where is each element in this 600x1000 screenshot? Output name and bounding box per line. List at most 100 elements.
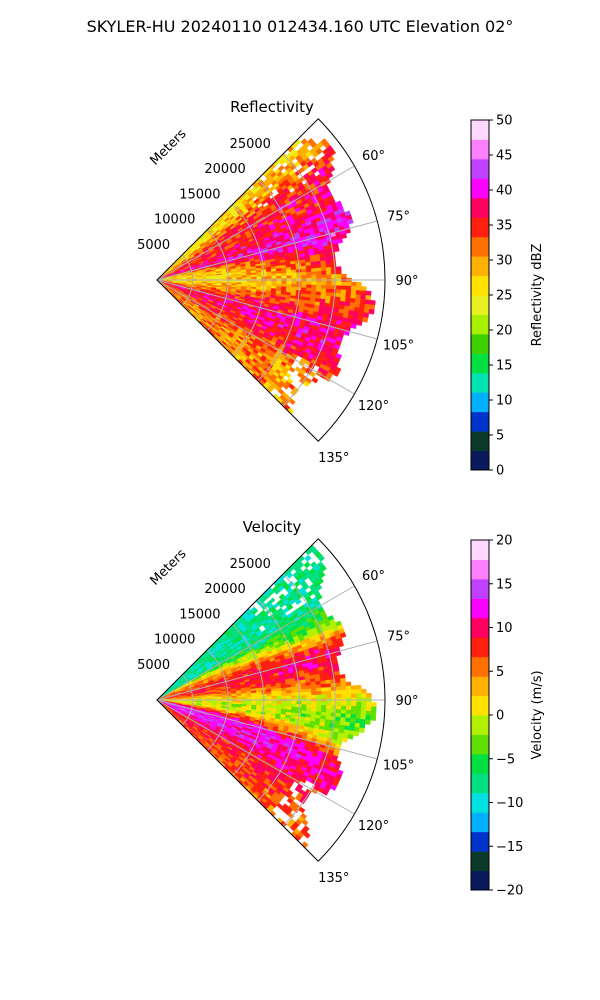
- radar-cell: [325, 708, 332, 714]
- radar-cell: [336, 285, 342, 290]
- radar-cell: [340, 233, 348, 239]
- colorbar-label: Reflectivity dBZ: [530, 244, 545, 347]
- radar-cell: [326, 171, 334, 179]
- radar-cell: [360, 706, 367, 712]
- radar-cell: [316, 704, 322, 709]
- radar-cell: [356, 701, 362, 707]
- radar-cell: [291, 272, 297, 277]
- radar-cell: [340, 293, 347, 299]
- radar-cell: [286, 281, 292, 285]
- radar-cell: [311, 376, 319, 384]
- radar-cell: [326, 281, 332, 286]
- radar-cell: [306, 701, 312, 706]
- radar-field: [156, 137, 376, 415]
- radar-cell: [306, 281, 312, 286]
- colorbar-tick-label: 35: [496, 219, 513, 234]
- radar-cell: [306, 694, 312, 699]
- radar-cell: [251, 280, 257, 284]
- radar-cell: [316, 691, 322, 696]
- radar-cell: [241, 700, 248, 704]
- radar-cell: [355, 294, 362, 300]
- radar-cell: [271, 275, 277, 280]
- radar-cell: [311, 701, 317, 706]
- radar-cell: [365, 710, 372, 716]
- radar-cell: [340, 681, 347, 687]
- radar-cell: [346, 689, 352, 695]
- radar-cell: [310, 681, 317, 686]
- radar-cell: [341, 285, 347, 291]
- radar-cell: [326, 285, 332, 290]
- radar-cell: [256, 276, 262, 280]
- range-tick-label: 25000: [230, 137, 271, 152]
- radar-cell: [360, 290, 367, 296]
- radar-cell: [331, 690, 337, 695]
- radar-cell: [336, 281, 342, 287]
- radar-cell: [362, 316, 369, 323]
- radar-cell: [311, 691, 317, 696]
- radar-cell: [329, 675, 336, 681]
- radar-cell: [286, 283, 292, 288]
- radar-cell: [286, 269, 292, 274]
- radar-cell: [276, 270, 282, 274]
- radar-cell: [320, 683, 327, 689]
- radar-cell: [304, 554, 312, 562]
- radar-cell: [361, 701, 367, 707]
- radar-cell: [326, 694, 332, 699]
- radar-cell: [354, 718, 361, 724]
- radar-cell: [321, 284, 327, 290]
- radar-cell: [347, 218, 354, 225]
- radar-cell: [241, 280, 248, 284]
- radar-cell: [371, 701, 377, 708]
- radar-cell: [286, 695, 292, 699]
- radar-cell: [331, 701, 337, 706]
- radar-cell: [310, 268, 317, 273]
- radar-cell: [271, 695, 277, 700]
- radar-cell: [266, 276, 272, 280]
- colorbar-swatch: [471, 120, 489, 140]
- radar-cell: [341, 705, 347, 711]
- radar-cell: [241, 276, 248, 280]
- theta-tick-label: 75°: [387, 209, 410, 224]
- radar-cell: [286, 689, 292, 694]
- velocity-panel: Velocity60°75°90°105°120°135°50001000015…: [137, 518, 545, 899]
- radar-cell: [251, 276, 257, 280]
- colorbar-tick-label: 20: [496, 324, 513, 339]
- radar-cell: [331, 274, 337, 279]
- radar-cell: [330, 259, 337, 264]
- radar-cell: [316, 281, 322, 286]
- radar-cell: [361, 693, 367, 699]
- radar-cell: [310, 684, 317, 689]
- radar-cell: [231, 277, 237, 280]
- range-tick-label: 10000: [154, 213, 195, 228]
- radar-cell: [320, 263, 327, 269]
- radar-cell: [310, 291, 317, 296]
- radar-cell: [320, 708, 327, 713]
- figure-title: SKYLER-HU 20240110 012434.160 UTC Elevat…: [87, 17, 514, 36]
- radar-cell: [301, 695, 307, 699]
- radar-cell: [335, 678, 341, 684]
- radar-cell: [366, 702, 372, 707]
- radar-cell: [301, 271, 307, 276]
- radar-cell: [266, 273, 272, 277]
- radar-cell: [335, 289, 342, 294]
- radar-cell: [281, 272, 287, 277]
- radar-cell: [231, 697, 237, 700]
- radar-cell: [335, 682, 342, 688]
- radar-cell: [310, 264, 317, 269]
- radar-cell: [291, 692, 297, 697]
- radar-cell: [325, 259, 332, 265]
- radar-cell: [326, 705, 332, 710]
- radar-cell: [326, 274, 332, 279]
- radar-cell: [340, 677, 346, 683]
- radar-cell: [364, 299, 371, 305]
- radar-cell: [311, 281, 317, 286]
- radar-cell: [358, 727, 365, 734]
- colorbar-tick-label: 5: [496, 429, 504, 444]
- radar-cell: [346, 705, 352, 711]
- radar-cell: [341, 693, 347, 699]
- radar-cell: [301, 284, 307, 289]
- radar-cell: [350, 709, 357, 715]
- radar-cell: [311, 274, 317, 279]
- panels: Reflectivity60°75°90°105°120°135°5000100…: [137, 98, 545, 899]
- radar-cell: [315, 264, 322, 269]
